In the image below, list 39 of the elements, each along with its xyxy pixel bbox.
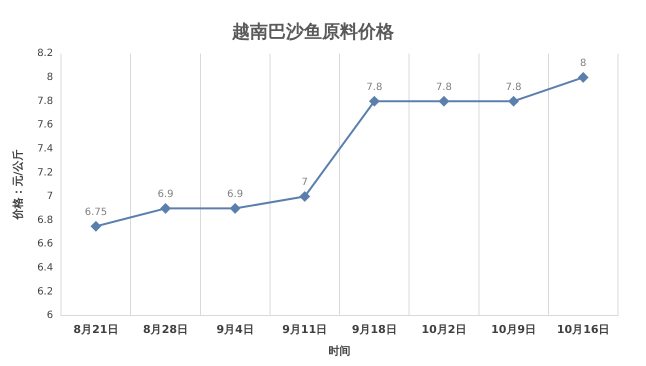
point — [369, 96, 380, 106]
y-tick-label: 8 — [46, 72, 54, 84]
y-tick-label: 6.6 — [37, 238, 54, 250]
data-label: 6.75 — [84, 206, 108, 218]
point — [90, 221, 101, 232]
data-label: 7.8 — [436, 82, 452, 93]
y-tick-label: 7.4 — [37, 143, 54, 154]
x-tick-label: 9月18日 — [352, 323, 397, 336]
x-tick-label: 10月2日 — [421, 323, 466, 336]
y-tick-label: 7.2 — [37, 167, 54, 178]
point — [160, 203, 171, 214]
y-tick-label: 7.6 — [37, 120, 54, 131]
data-label: 7.8 — [506, 82, 522, 93]
x-tick-label: 8月21日 — [73, 323, 118, 336]
x-tick-label: 9月4日 — [216, 323, 254, 336]
point — [230, 203, 240, 214]
x-tick-label: 9月11日 — [282, 323, 328, 336]
y-tick-label: 6.2 — [37, 286, 54, 298]
data-label: 6.9 — [227, 189, 244, 200]
y-tick-label: 6.8 — [37, 214, 54, 226]
data-label: 8 — [580, 58, 586, 70]
data-label: 7.8 — [366, 82, 382, 93]
data-label: 6.9 — [158, 189, 174, 200]
y-tick-label: 7 — [46, 191, 54, 202]
y-tick-label: 7.8 — [37, 96, 54, 107]
y-axis-title: 价格：元/公斤 — [11, 150, 24, 221]
point — [438, 96, 449, 106]
point — [508, 96, 519, 106]
x-axis-title: 时间 — [328, 344, 351, 358]
x-tick-label: 8月28日 — [143, 323, 188, 336]
point — [300, 192, 310, 202]
data-label: 7 — [302, 177, 308, 188]
y-tick-label: 6.4 — [37, 262, 54, 274]
point — [578, 72, 588, 82]
y-tick-label: 6 — [46, 310, 54, 322]
x-tick-label: 10月16日 — [556, 323, 610, 336]
x-tick-label: 10月9日 — [491, 323, 536, 336]
y-tick-label: 8.2 — [37, 48, 54, 60]
chart-title: 越南巴沙鱼原料价格 — [231, 21, 395, 42]
